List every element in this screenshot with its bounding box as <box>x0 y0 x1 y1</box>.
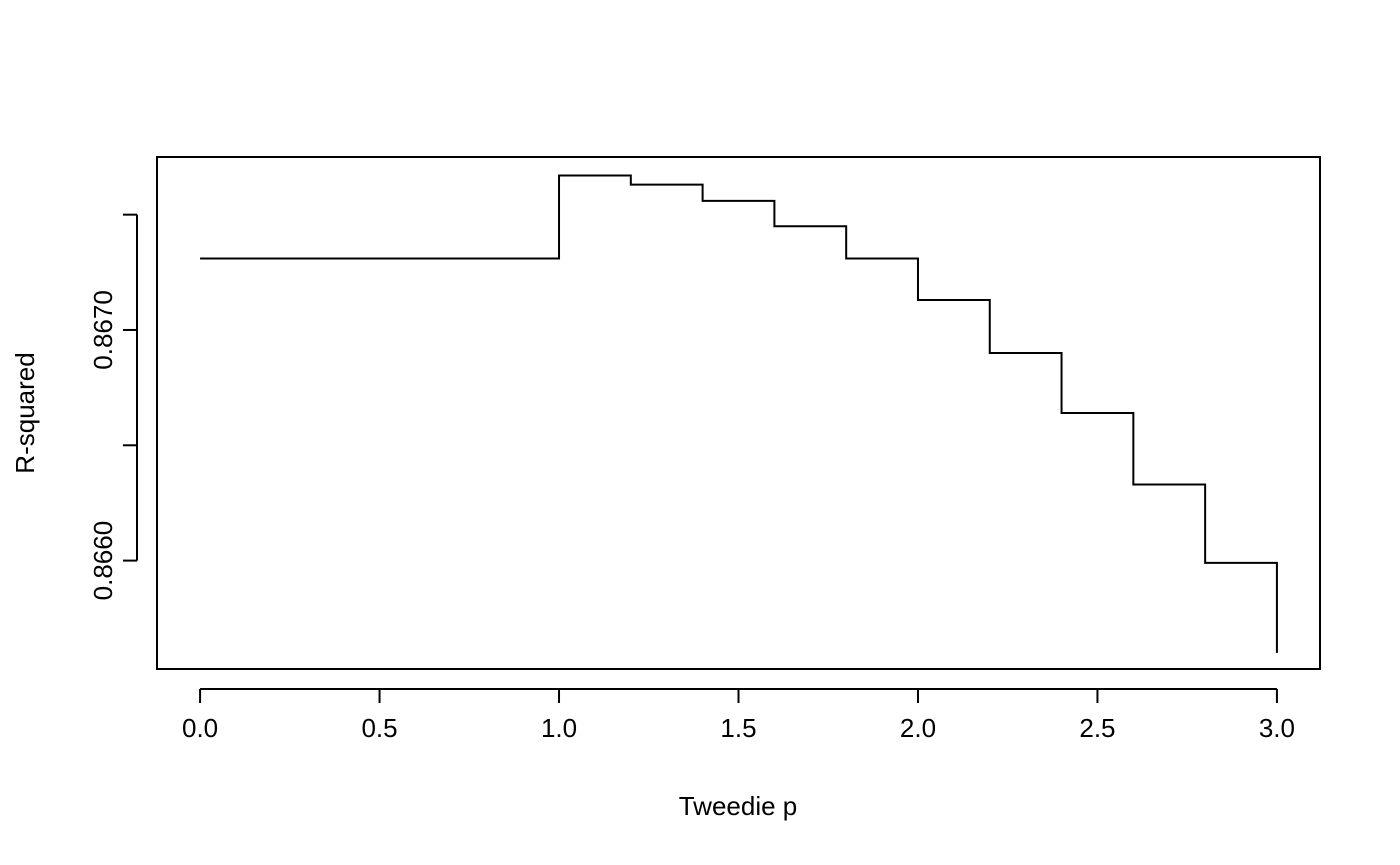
x-tick-label: 0.5 <box>361 713 397 743</box>
y-tick-label: 0.8660 <box>88 521 118 601</box>
x-tick-label: 3.0 <box>1259 713 1295 743</box>
series-0-step-line <box>200 174 1278 653</box>
y-axis-title: R-squared <box>10 352 40 473</box>
x-axis-title: Tweedie p <box>679 791 798 821</box>
y-tick-label: 0.8670 <box>88 290 118 370</box>
plot-frame <box>156 156 1321 670</box>
y-axis: 0.8660 0.8670 <box>88 213 138 601</box>
x-tick-label: 2.5 <box>1079 713 1115 743</box>
x-axis: 0.0 0.5 1.0 1.5 2.0 2.5 3.0 <box>182 688 1295 743</box>
x-tick-label: 1.0 <box>541 713 577 743</box>
x-tick-label: 1.5 <box>720 713 756 743</box>
x-tick-label: 0.0 <box>182 713 218 743</box>
x-tick-label: 2.0 <box>900 713 936 743</box>
